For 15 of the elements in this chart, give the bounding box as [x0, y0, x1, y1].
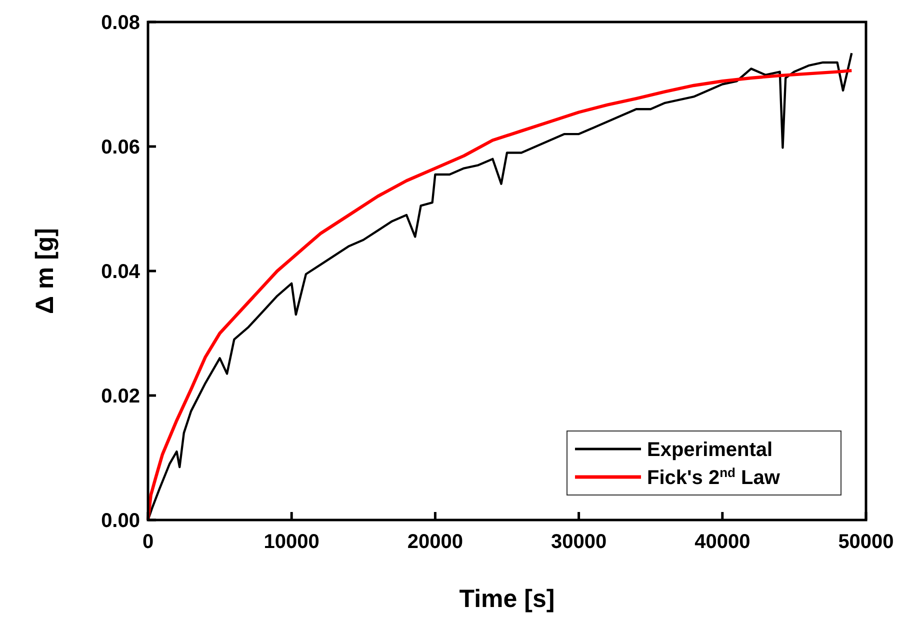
legend-label: Fick's 2$^{nd}$ Law: [647, 464, 780, 489]
y-tick-label: 0.06: [101, 136, 140, 158]
x-tick-label: 50000: [838, 531, 894, 553]
y-tick-label: 0.02: [101, 386, 140, 408]
x-tick-label: 40000: [694, 531, 750, 553]
x-tick-label: 20000: [407, 531, 464, 553]
y-tick-label: 0.08: [101, 12, 140, 34]
legend-label: Experimental: [647, 439, 773, 461]
x-tick-label: 30000: [550, 531, 607, 553]
y-axis-title: Δ m [g]: [31, 228, 59, 314]
y-tick-label: 0.04: [101, 261, 141, 283]
y-tick-label: 0.00: [101, 510, 140, 532]
x-tick-label: 10000: [264, 531, 320, 553]
x-axis-title: Time [s]: [459, 585, 555, 613]
x-tick-label: 0: [142, 531, 154, 553]
